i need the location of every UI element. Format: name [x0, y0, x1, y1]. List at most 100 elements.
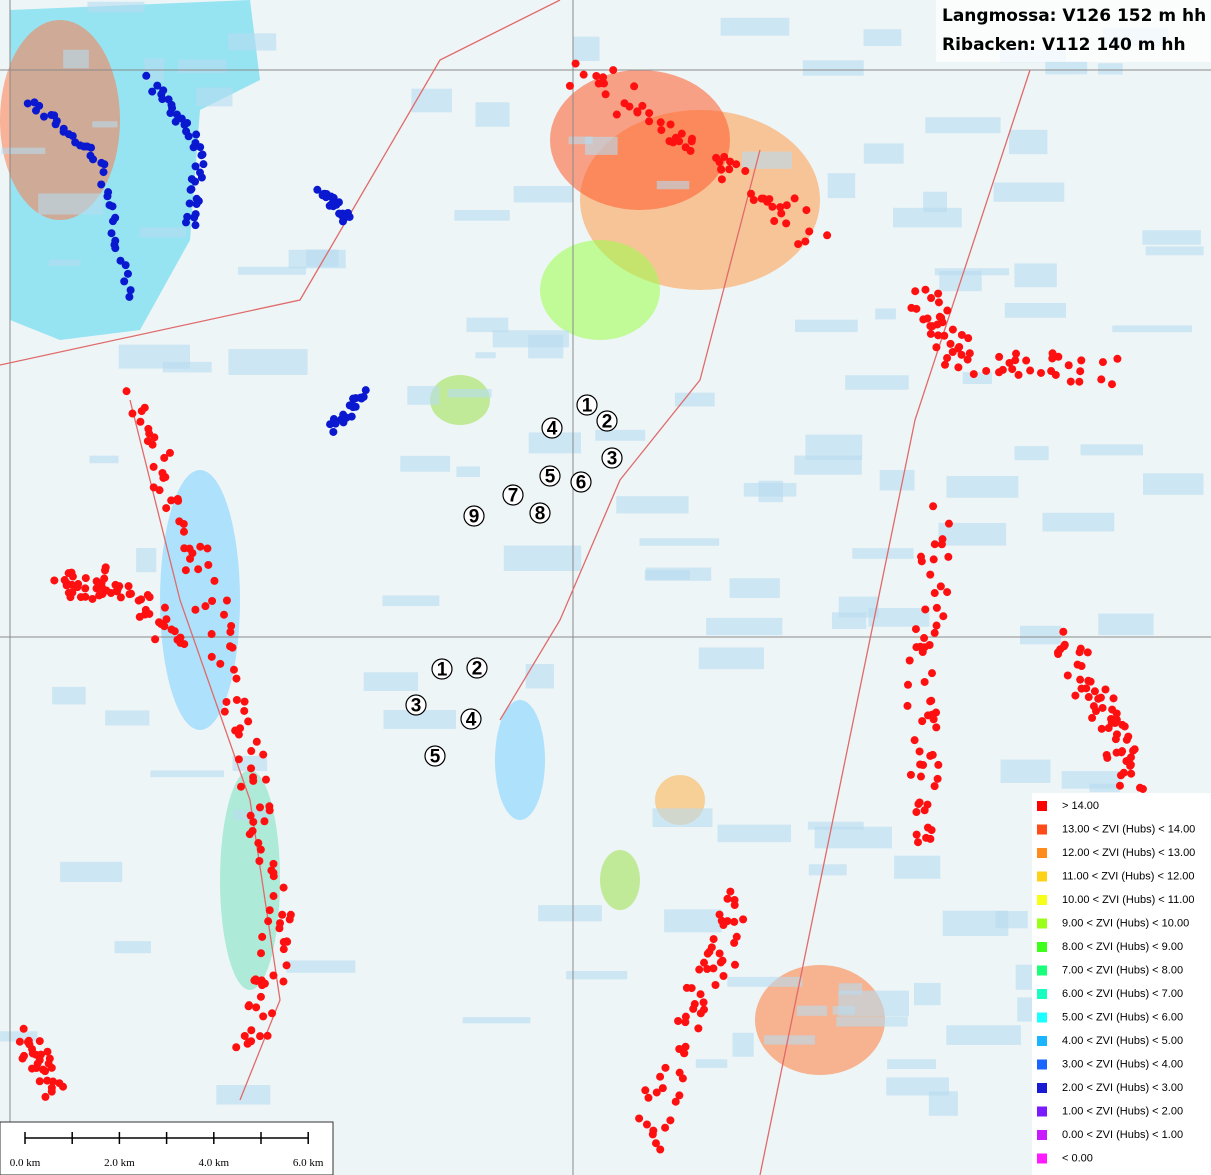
legend-label: 4.00 < ZVI (Hubs) < 5.00 [1062, 1035, 1183, 1047]
wetland [664, 909, 722, 933]
receptor-dot [1075, 648, 1084, 657]
receptor-dot [1122, 735, 1131, 744]
wetland [89, 455, 119, 464]
receptor-dot [656, 118, 665, 127]
wetland [995, 911, 1028, 929]
receptor-dot [669, 138, 678, 147]
wetland [513, 186, 574, 203]
receptor-dot [196, 542, 205, 551]
receptor-dot [565, 81, 574, 90]
receptor-dot [151, 635, 160, 644]
receptor-dot [1076, 675, 1085, 684]
wetland [238, 266, 307, 275]
receptor-dot [185, 199, 194, 208]
receptor-dot [823, 231, 832, 240]
receptor-dot [694, 1024, 703, 1033]
receptor-dot [159, 473, 168, 482]
wetland [407, 385, 440, 405]
receptor-dot [1116, 771, 1125, 780]
receptor-dot [930, 540, 939, 549]
receptor-dot [703, 964, 712, 973]
receptor-dot [228, 643, 237, 652]
wetland [136, 547, 157, 573]
receptor-dot [59, 124, 68, 133]
receptor-dot [915, 747, 924, 756]
wetland [1080, 444, 1144, 456]
receptor-dot [279, 883, 288, 892]
receptor-dot [927, 696, 936, 705]
wetland [796, 1005, 828, 1016]
receptor-dot [47, 1063, 56, 1072]
receptor-dot [171, 117, 180, 126]
receptor-dot [107, 589, 116, 598]
receptor-dot [252, 1003, 261, 1012]
receptor-dot [269, 872, 278, 881]
receptor-dot [928, 710, 937, 719]
receptor-dot [162, 504, 171, 513]
receptor-dot [695, 965, 704, 974]
legend-label: 5.00 < ZVI (Hubs) < 6.00 [1062, 1011, 1183, 1023]
header-line: Langmossa: V126 152 m hh [942, 6, 1206, 26]
receptor-dot [135, 612, 144, 621]
receptor-dot [612, 110, 621, 119]
wetland [805, 434, 863, 460]
receptor-dot [220, 610, 229, 619]
receptor-dot [74, 580, 83, 589]
wetland [139, 227, 186, 238]
receptor-dot [940, 331, 949, 340]
receptor-dot [680, 1049, 689, 1058]
receptor-dot [252, 737, 261, 746]
receptor-dot [247, 747, 256, 756]
legend-label: 12.00 < ZVI (Hubs) < 13.00 [1062, 847, 1195, 859]
road [499, 149, 761, 721]
receptor-dot [245, 1001, 254, 1010]
receptor-dot [28, 1049, 37, 1058]
receptor-dot [930, 628, 939, 637]
scale-label: 0.0 km [10, 1157, 41, 1169]
receptor-dot [1011, 356, 1020, 365]
legend-swatch [1037, 1036, 1047, 1046]
legend-label: < 0.00 [1062, 1152, 1093, 1164]
receptor-dot [111, 244, 120, 253]
receptor-dot [917, 557, 926, 566]
receptor-dot [1126, 761, 1135, 770]
receptor-dot [1130, 745, 1139, 754]
turbine-marker [405, 694, 427, 716]
receptor-dot [1037, 368, 1046, 377]
wetland [845, 375, 909, 390]
turbine-marker [460, 708, 482, 730]
receptor-dot [915, 798, 924, 807]
receptor-dot [782, 201, 791, 210]
receptor-dot [709, 964, 718, 973]
receptor-dot [916, 760, 925, 769]
wetland [836, 1016, 908, 1027]
receptor-dot [1012, 349, 1021, 358]
receptor-dot [347, 412, 356, 421]
receptor-dot [191, 221, 200, 230]
receptor-dot [105, 201, 114, 210]
wetland [795, 319, 858, 333]
receptor-dot [199, 160, 208, 169]
receptor-dot [705, 947, 714, 956]
receptor-dot [256, 992, 265, 1001]
receptor-dot [645, 109, 654, 118]
wetland [674, 392, 715, 407]
receptor-dot [599, 79, 608, 88]
wetland [447, 388, 492, 398]
legend-swatch [1037, 1153, 1047, 1164]
receptor-dot [196, 143, 205, 152]
receptor-dot [60, 576, 69, 585]
receptor-dot [165, 448, 174, 457]
receptor-dot [190, 213, 199, 222]
wetland [227, 33, 277, 51]
receptor-dot [688, 134, 697, 143]
receptor-dot [182, 218, 191, 227]
receptor-dot [160, 622, 169, 631]
wetland [288, 249, 346, 269]
wetland [652, 808, 713, 828]
wetland [1000, 759, 1051, 783]
receptor-dot [932, 603, 941, 612]
receptor-dot [675, 1068, 684, 1077]
receptor-dot [651, 1139, 660, 1148]
receptor-dot [946, 339, 955, 348]
